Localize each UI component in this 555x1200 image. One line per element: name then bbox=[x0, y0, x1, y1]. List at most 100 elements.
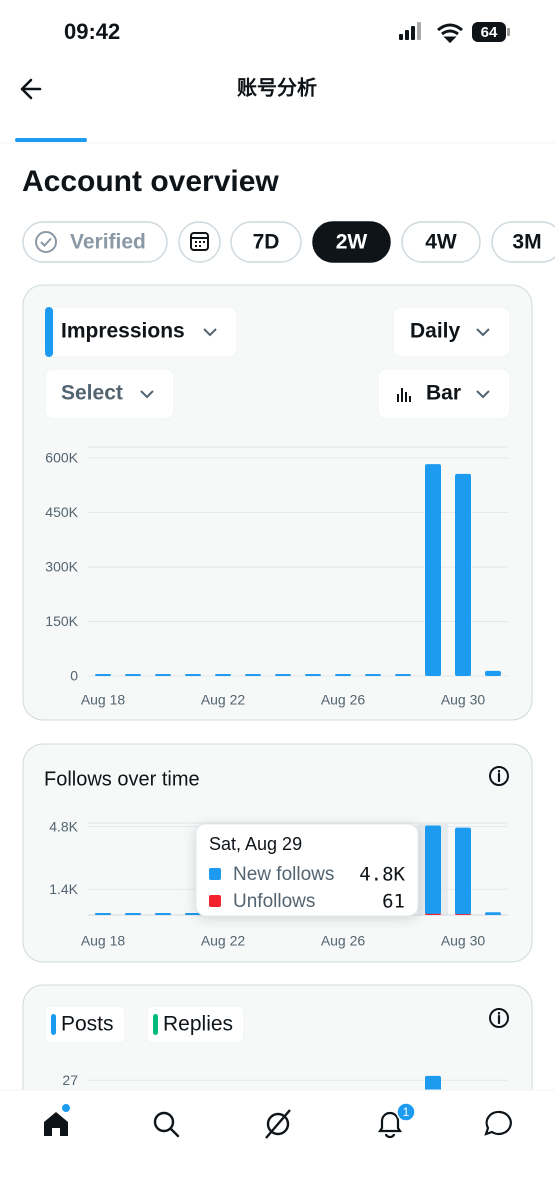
metric-label: Impressions bbox=[61, 320, 185, 343]
bar bbox=[245, 674, 261, 676]
notification-count: 1 bbox=[403, 1105, 410, 1119]
tooltip-value: 4.8K bbox=[359, 864, 405, 886]
interval-label: Daily bbox=[410, 320, 461, 343]
bar bbox=[335, 674, 351, 676]
style-dropdown[interactable] bbox=[377, 368, 511, 420]
interval-dropdown[interactable] bbox=[392, 306, 511, 358]
bar bbox=[155, 674, 171, 676]
bar bbox=[125, 913, 141, 915]
range-pill[interactable] bbox=[491, 221, 555, 263]
bar bbox=[95, 674, 111, 676]
battery-level: 64 bbox=[481, 24, 498, 41]
chevron bbox=[476, 390, 490, 399]
compare-dropdown[interactable] bbox=[44, 368, 175, 420]
bar bbox=[485, 912, 501, 915]
verified-icon bbox=[35, 231, 57, 253]
notification-badge bbox=[396, 1102, 416, 1122]
chevron bbox=[476, 328, 490, 337]
y-tick-label: 4.8K bbox=[49, 818, 78, 834]
bar bbox=[305, 674, 321, 676]
x-tick-label: Aug 22 bbox=[201, 933, 246, 949]
wifi-icon bbox=[437, 23, 463, 44]
bar bbox=[125, 674, 141, 676]
range-pill[interactable] bbox=[312, 221, 391, 263]
bar bbox=[275, 674, 291, 676]
verified-check bbox=[40, 237, 52, 247]
bar bbox=[365, 674, 381, 676]
bar bbox=[185, 674, 201, 676]
y-tick-label: 1.4K bbox=[49, 881, 78, 897]
signal-icon bbox=[399, 22, 421, 40]
x-tick-label: Aug 30 bbox=[441, 692, 486, 708]
range-label: 7D bbox=[253, 231, 280, 254]
bar bbox=[425, 825, 441, 914]
bar bbox=[455, 473, 471, 676]
calendar-icon-grid bbox=[191, 237, 208, 247]
x-tick-label: Aug 26 bbox=[321, 933, 366, 949]
verified-filter[interactable] bbox=[22, 221, 168, 263]
style-label: Bar bbox=[426, 382, 461, 405]
calendar-icon bbox=[190, 232, 209, 251]
bar bbox=[185, 913, 201, 915]
bottom-nav bbox=[0, 1090, 555, 1200]
bar bbox=[455, 827, 471, 915]
y-tick-label: 450K bbox=[45, 504, 78, 520]
y-tick-label: 600K bbox=[45, 450, 78, 466]
tab-indicator bbox=[15, 138, 87, 142]
legend-label: Replies bbox=[163, 1013, 233, 1036]
range-pill[interactable] bbox=[401, 221, 481, 263]
x-tick-label: Aug 26 bbox=[321, 692, 366, 708]
legend-swatch bbox=[153, 1014, 158, 1035]
legend-label: New follows bbox=[233, 864, 334, 885]
range-label: 3M bbox=[512, 231, 541, 254]
range-label: 4W bbox=[425, 231, 457, 254]
range-label: 2W bbox=[336, 231, 368, 254]
chevron bbox=[140, 390, 154, 399]
legend-swatch bbox=[51, 1014, 56, 1035]
header-title: 账号分析 bbox=[237, 76, 317, 99]
tooltip bbox=[195, 823, 419, 917]
info-icon[interactable] bbox=[489, 1008, 509, 1028]
x-tick-label: Aug 22 bbox=[201, 692, 246, 708]
y-tick-label: 27 bbox=[62, 1072, 78, 1088]
tooltip-value: 61 bbox=[382, 891, 405, 913]
follows-title: Follows over time bbox=[44, 768, 200, 790]
x-tick-label: Aug 30 bbox=[441, 933, 486, 949]
tooltip-title: Sat, Aug 29 bbox=[209, 834, 302, 854]
legend-label: Unfollows bbox=[233, 891, 315, 912]
home-icon[interactable] bbox=[44, 1112, 68, 1136]
search-icon[interactable] bbox=[153, 1111, 180, 1138]
y-tick-label: 300K bbox=[45, 559, 78, 575]
battery-tip bbox=[507, 28, 510, 36]
metric-color bbox=[45, 307, 53, 357]
back-button[interactable] bbox=[20, 78, 42, 100]
verified-label: Verified bbox=[70, 231, 146, 254]
messages-icon[interactable] bbox=[484, 1110, 512, 1136]
notifications-icon[interactable] bbox=[377, 1111, 403, 1139]
bar bbox=[95, 913, 111, 915]
bar bbox=[395, 674, 411, 676]
y-tick-label: 150K bbox=[45, 613, 78, 629]
y-tick-label: 0 bbox=[70, 668, 78, 684]
bar bbox=[215, 674, 231, 676]
legend-label: Posts bbox=[61, 1013, 114, 1036]
bar bbox=[425, 464, 441, 676]
range-pill[interactable] bbox=[230, 221, 302, 263]
section-title: Account overview bbox=[22, 165, 279, 198]
bar-icon bbox=[397, 388, 411, 402]
x-tick-label: Aug 18 bbox=[81, 933, 126, 949]
legend-pill[interactable] bbox=[146, 1005, 245, 1044]
status-time: 09:42 bbox=[64, 19, 120, 44]
info-icon[interactable] bbox=[489, 766, 509, 786]
compare-label: Select bbox=[61, 382, 123, 405]
legend-swatch bbox=[209, 895, 221, 907]
legend-pill[interactable] bbox=[44, 1005, 126, 1044]
legend-swatch bbox=[209, 868, 221, 880]
chevron bbox=[203, 328, 217, 337]
x-tick-label: Aug 18 bbox=[81, 692, 126, 708]
grok-icon[interactable] bbox=[265, 1109, 291, 1139]
home-dot bbox=[62, 1104, 70, 1112]
battery bbox=[472, 22, 506, 42]
